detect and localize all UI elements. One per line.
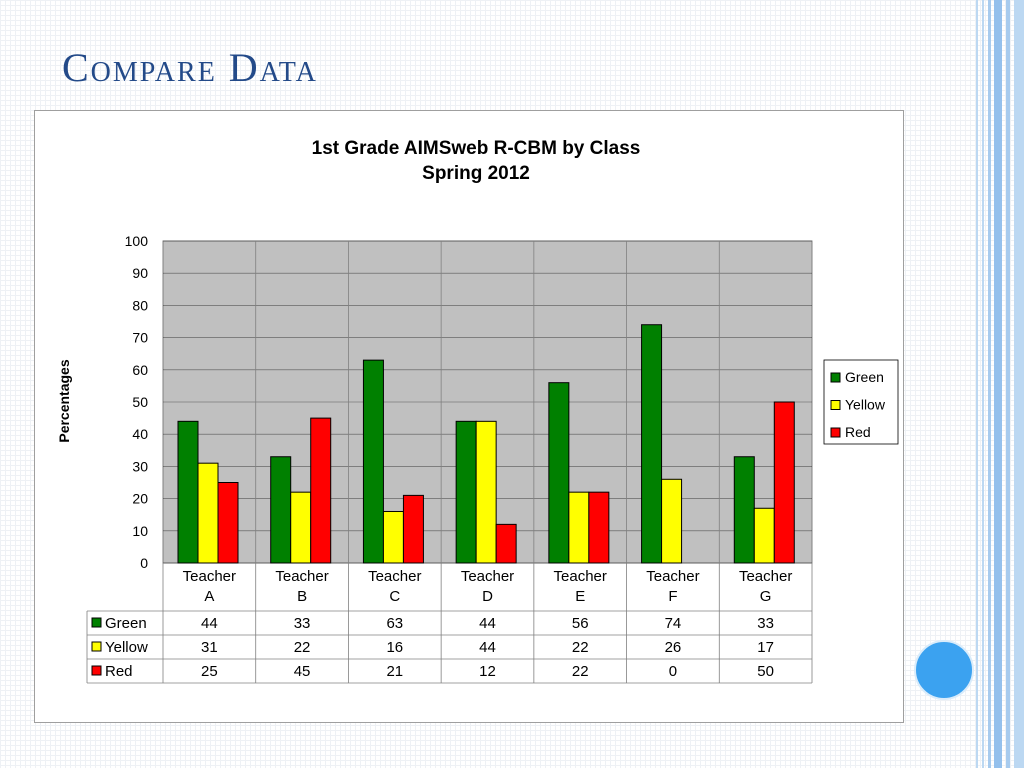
bar-yellow: [568, 491, 590, 564]
table-cell: 44: [201, 615, 218, 632]
y-tick-label: 60: [132, 362, 148, 378]
y-axis-label: Percentages: [56, 359, 72, 442]
chart-svg: 1st Grade AIMSweb R-CBM by Class Spring …: [56, 138, 899, 684]
table-cell: 74: [665, 615, 682, 632]
stripe: [1014, 0, 1024, 768]
y-tick-label: 40: [132, 426, 148, 442]
table-key-yellow: [91, 641, 102, 652]
y-tick-label: 20: [132, 491, 148, 507]
table-cell: 22: [572, 639, 589, 656]
table-cell: 22: [294, 639, 311, 656]
bar-red: [495, 523, 517, 564]
y-tick-label: 70: [132, 330, 148, 346]
y-tick-label: 30: [132, 458, 148, 474]
bar-green: [641, 324, 663, 564]
bar-green: [362, 359, 384, 564]
bar-yellow: [753, 507, 775, 564]
table-row-label: Red: [105, 663, 133, 680]
bar-green: [177, 420, 199, 564]
slide-title: Compare Data: [62, 45, 318, 90]
x-tick-label: Teacher: [275, 568, 328, 585]
stripe: [982, 0, 984, 768]
bar-red: [310, 417, 332, 564]
table-row-label: Yellow: [105, 639, 148, 656]
legend-swatch-yellow: [830, 400, 841, 410]
table-cell: 0: [669, 663, 677, 680]
table-cell: 26: [665, 639, 682, 656]
table-cell: 33: [757, 615, 774, 632]
x-tick-label: Teacher: [461, 568, 514, 585]
table-cell: 45: [294, 663, 311, 680]
x-tick-label: Teacher: [739, 568, 792, 585]
x-tick-label: Teacher: [554, 568, 607, 585]
chart-title: 1st Grade AIMSweb R-CBM by Class: [312, 138, 641, 159]
y-tick-label: 90: [132, 265, 148, 281]
chart-frame: 1st Grade AIMSweb R-CBM by Class Spring …: [34, 110, 904, 723]
stripe: [1006, 0, 1010, 768]
table-cell: 21: [386, 663, 403, 680]
table-cell: 63: [386, 615, 403, 632]
x-tick-label: G: [760, 588, 772, 605]
x-tick-label: Teacher: [183, 568, 236, 585]
x-tick-label: A: [204, 588, 214, 605]
table-cell: 12: [479, 663, 496, 680]
table-cell: 16: [386, 639, 403, 656]
x-tick-label: F: [668, 588, 677, 605]
x-tick-label: E: [575, 588, 585, 605]
table-cell: 44: [479, 639, 496, 656]
x-tick-label: Teacher: [646, 568, 699, 585]
x-tick-label: C: [389, 588, 400, 605]
bar-yellow: [290, 491, 312, 564]
bar-yellow: [197, 462, 219, 564]
bar-green: [548, 382, 570, 564]
y-tick-label: 100: [125, 233, 149, 249]
bar-green: [733, 456, 755, 564]
y-tick-label: 10: [132, 523, 148, 539]
table-cell: 44: [479, 615, 496, 632]
stripe: [988, 0, 991, 768]
legend-label: Green: [845, 369, 884, 385]
x-tick-label: B: [297, 588, 307, 605]
bar-red: [402, 494, 424, 564]
bar-red: [588, 491, 610, 564]
bar-red: [773, 401, 795, 564]
table-cell: 31: [201, 639, 218, 656]
legend-label: Red: [845, 424, 871, 440]
decorative-stripes: [976, 0, 1024, 768]
bar-green: [270, 456, 292, 564]
table-cell: 22: [572, 663, 589, 680]
table-cell: 25: [201, 663, 218, 680]
bar-yellow: [382, 510, 404, 564]
table-key-red: [91, 665, 102, 676]
bar-red: [217, 482, 239, 564]
bar-green: [455, 420, 477, 564]
bar-yellow: [661, 478, 683, 564]
table-key-green: [91, 617, 102, 628]
table-row-label: Green: [105, 615, 147, 632]
legend-label: Yellow: [845, 397, 886, 413]
decorative-circle: [914, 640, 974, 700]
stripe: [994, 0, 1002, 768]
table-cell: 17: [757, 639, 774, 656]
legend: Green Yellow Red: [823, 359, 899, 445]
y-tick-label: 0: [140, 555, 148, 571]
table-cell: 50: [757, 663, 774, 680]
legend-swatch-green: [830, 372, 841, 383]
chart-subtitle: Spring 2012: [422, 163, 530, 184]
legend-swatch-red: [830, 427, 841, 438]
bar-yellow: [475, 420, 497, 564]
table-cell: 33: [294, 615, 311, 632]
y-tick-label: 50: [132, 394, 148, 410]
table-cell: 56: [572, 615, 589, 632]
y-tick-label: 80: [132, 297, 148, 313]
x-tick-label: Teacher: [368, 568, 421, 585]
stripe: [976, 0, 978, 768]
x-tick-label: D: [482, 588, 493, 605]
plot-area: 0 10 20 30 40 50 60 70 80 90 100: [125, 233, 813, 571]
data-table: Teacher A Teacher B Teacher C Teacher D Teacher E…: [86, 563, 813, 684]
